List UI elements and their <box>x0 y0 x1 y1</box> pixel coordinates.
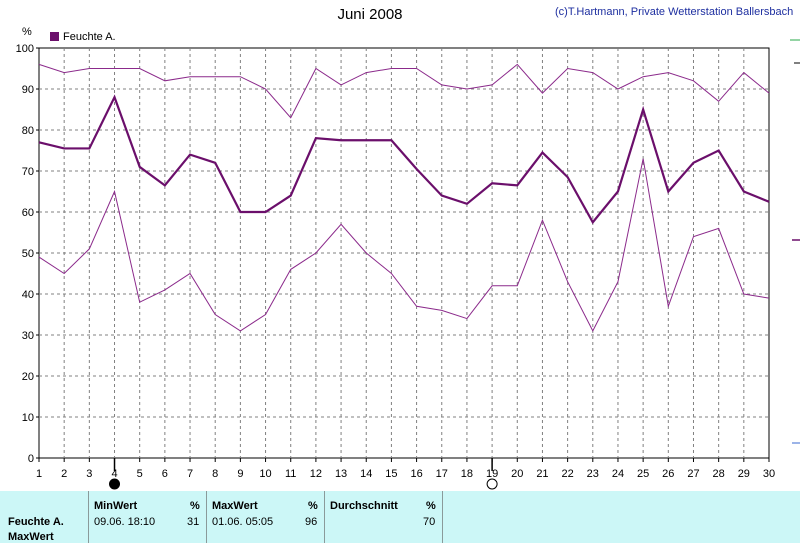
x-tick-label: 9 <box>237 468 243 480</box>
y-tick-label: 30 <box>22 330 34 342</box>
avg-header: Durchschnitt <box>330 500 398 512</box>
x-tick-label: 21 <box>536 468 548 480</box>
max-datetime: 01.06. 05:05 <box>212 516 274 528</box>
series-line-min <box>38 158 770 332</box>
x-tick-label: 17 <box>436 468 448 480</box>
x-tick-label: 1 <box>36 468 42 480</box>
y-tick-label: 40 <box>22 289 34 301</box>
y-tick-label: 80 <box>22 125 34 137</box>
min-datetime: 09.06. 18:10 <box>94 516 156 528</box>
x-tick-label: 5 <box>137 468 143 480</box>
chart-title: Juni 2008 <box>337 6 403 23</box>
stats-panel <box>0 491 800 543</box>
x-tick-label: 18 <box>461 468 473 480</box>
x-tick-label: 11 <box>285 468 296 480</box>
min-value: 31 <box>187 516 200 528</box>
x-tick-label: 27 <box>687 468 699 480</box>
y-tick-label: 90 <box>22 84 34 96</box>
stats-divider <box>88 491 89 543</box>
max-value: 96 <box>305 516 318 528</box>
x-tick-label: 4 <box>111 468 117 480</box>
x-tick-label: 23 <box>587 468 599 480</box>
x-tick-label: 29 <box>738 468 750 480</box>
stats-divider <box>206 491 207 543</box>
x-tick-label: 6 <box>162 468 168 480</box>
avg-value: 70 <box>423 516 436 528</box>
x-tick-label: 10 <box>259 468 271 480</box>
new-moon-icon <box>109 478 121 490</box>
stats-divider <box>442 491 443 543</box>
x-tick-label: 20 <box>511 468 523 480</box>
full-moon-icon <box>486 478 498 490</box>
x-tick-label: 26 <box>662 468 674 480</box>
chart-legend: Feuchte A. <box>50 31 116 43</box>
max-header: MaxWert <box>212 500 258 512</box>
y-tick-label: 70 <box>22 166 34 178</box>
y-tick-label: 60 <box>22 207 34 219</box>
y-tick-label: 50 <box>22 248 34 260</box>
max-unit: % <box>308 500 318 512</box>
legend-swatch <box>50 32 59 41</box>
stats-sub-label: MaxWert <box>8 531 54 543</box>
legend-label: Feuchte A. <box>63 31 116 43</box>
stats-series-label: Feuchte A. <box>8 516 64 528</box>
x-tick-label: 28 <box>713 468 725 480</box>
x-tick-label: 13 <box>335 468 347 480</box>
x-tick-label: 22 <box>561 468 573 480</box>
x-tick-label: 19 <box>486 468 498 480</box>
x-tick-label: 30 <box>763 468 775 480</box>
avg-unit: % <box>426 500 436 512</box>
y-tick-label: 20 <box>22 371 34 383</box>
min-unit: % <box>190 500 200 512</box>
x-tick-label: 14 <box>360 468 372 480</box>
y-tick-label: 100 <box>16 43 34 55</box>
x-tick-label: 8 <box>212 468 218 480</box>
x-tick-label: 12 <box>310 468 322 480</box>
x-tick-label: 25 <box>637 468 649 480</box>
x-tick-label: 16 <box>410 468 422 480</box>
y-tick-label: 0 <box>28 453 34 465</box>
x-tick-label: 24 <box>612 468 624 480</box>
x-tick-label: 2 <box>61 468 67 480</box>
min-header: MinWert <box>94 500 138 512</box>
series-line-max <box>38 63 770 119</box>
copyright-text: (c)T.Hartmann, Private Wetterstation Bal… <box>555 6 794 18</box>
series-line-avg <box>38 94 770 225</box>
x-tick-label: 3 <box>86 468 92 480</box>
stats-divider <box>324 491 325 543</box>
y-tick-label: 10 <box>22 412 34 424</box>
y-axis-unit: % <box>22 26 32 38</box>
x-tick-label: 7 <box>187 468 193 480</box>
x-tick-label: 15 <box>385 468 397 480</box>
